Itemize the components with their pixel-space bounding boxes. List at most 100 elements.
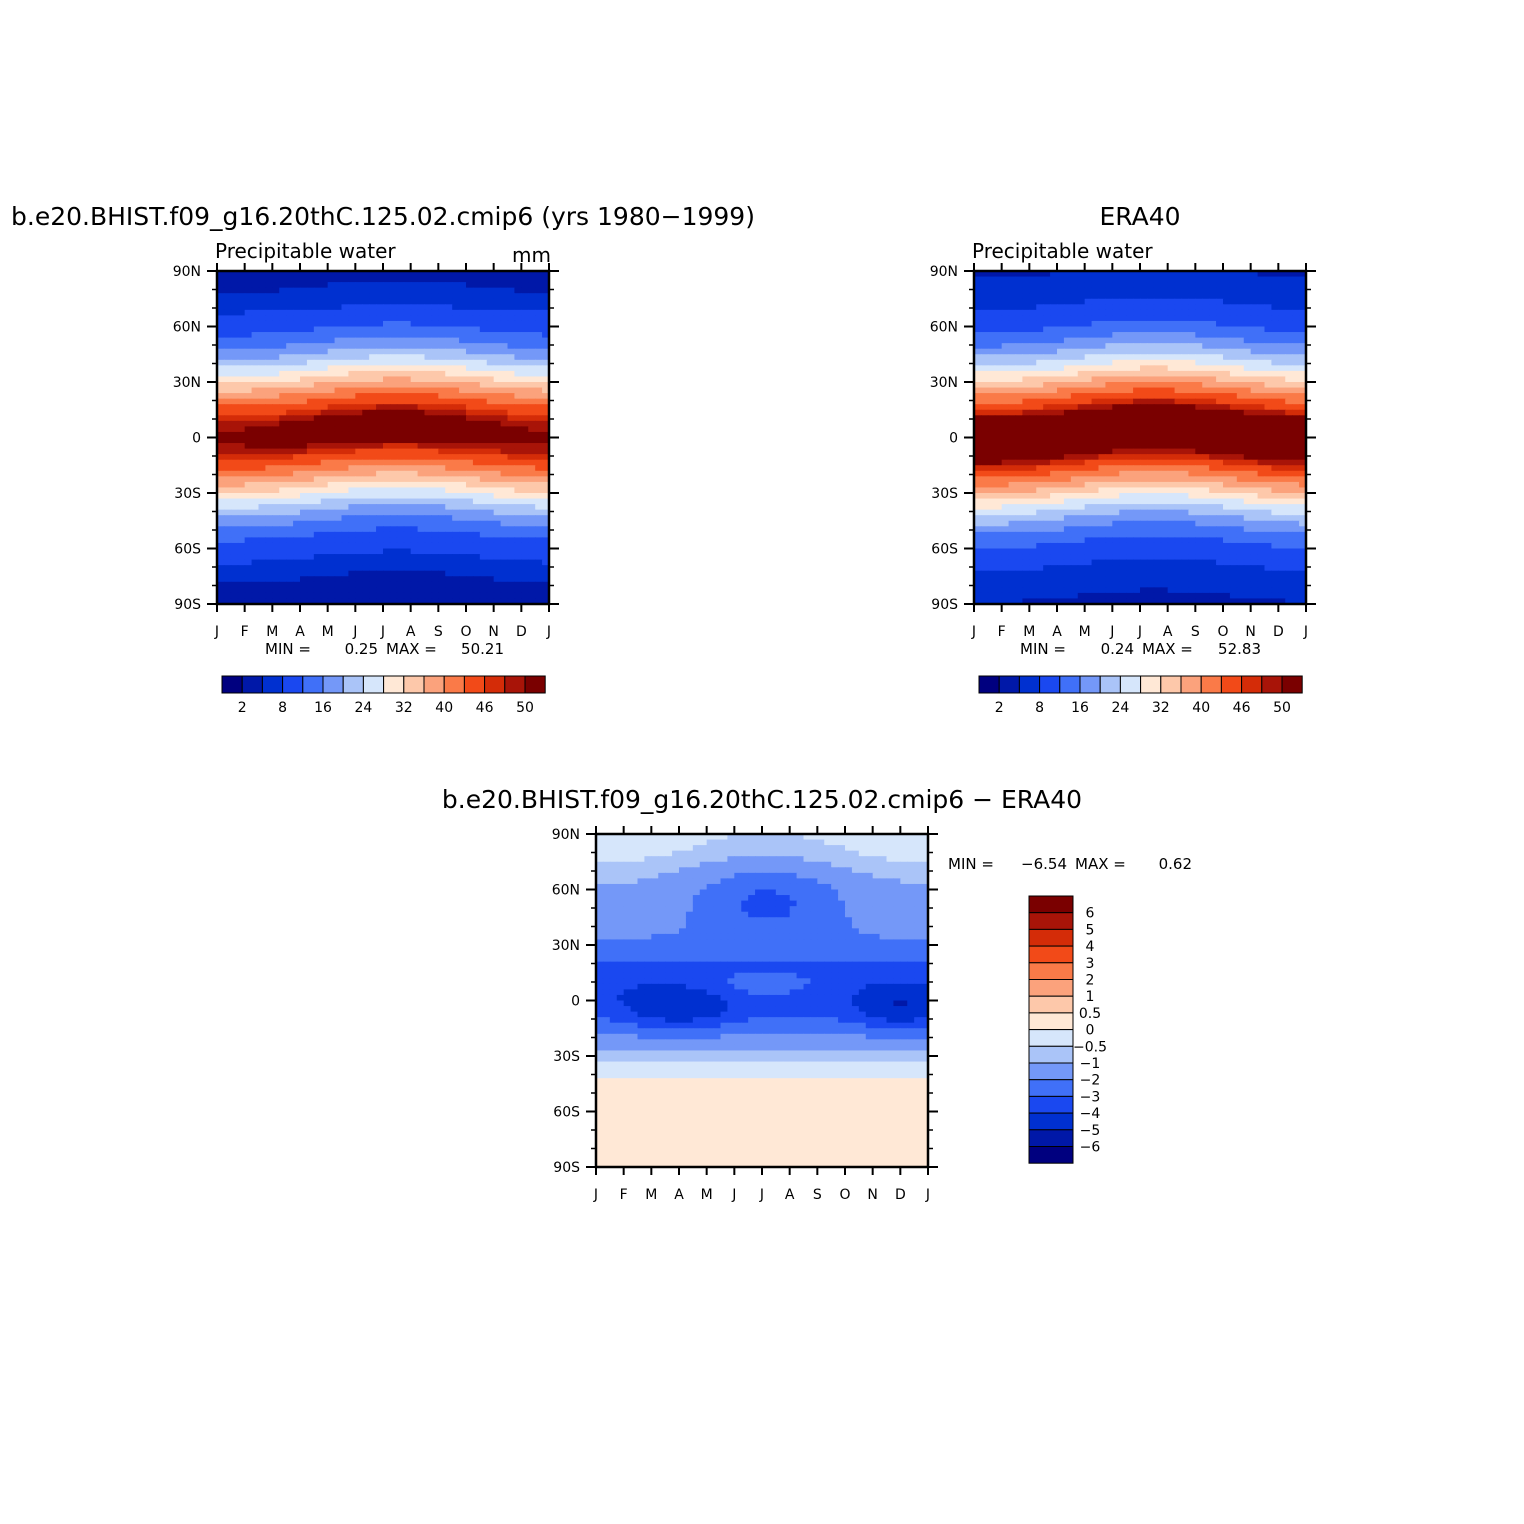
field-cell — [1098, 348, 1107, 355]
field-cell — [327, 276, 336, 283]
field-cell — [1146, 354, 1155, 361]
field-cell — [1181, 320, 1190, 328]
field-cell — [459, 287, 467, 294]
field-cell — [542, 443, 550, 450]
field-cell — [507, 448, 516, 455]
field-cell — [383, 554, 391, 561]
field-cell — [403, 282, 412, 289]
field-cell — [1036, 448, 1044, 455]
field-cell — [376, 592, 384, 600]
field-cell — [1057, 409, 1065, 416]
field-cell — [493, 531, 502, 538]
field-cell — [355, 287, 363, 294]
field-cell — [1202, 376, 1210, 383]
field-cell — [493, 382, 502, 389]
field-cell — [230, 531, 239, 538]
field-cell — [1112, 476, 1120, 483]
field-cell — [341, 437, 350, 444]
field-cell — [500, 320, 509, 328]
field-cell — [466, 343, 474, 350]
field-cell — [237, 581, 246, 588]
field-cell — [1167, 420, 1176, 427]
field-cell — [438, 443, 446, 450]
field-cell — [334, 487, 343, 494]
field-cell — [1174, 409, 1183, 416]
field-cell — [1105, 431, 1113, 439]
field-cell — [417, 309, 426, 316]
field-cell — [389, 570, 398, 577]
field-cell — [1140, 332, 1148, 339]
field-cell — [251, 315, 260, 322]
field-cell — [217, 298, 225, 305]
field-cell — [1243, 448, 1252, 455]
field-cell — [438, 465, 446, 472]
field-cell — [1209, 454, 1217, 461]
field-cell — [1015, 332, 1024, 339]
field-cell — [1015, 426, 1024, 433]
field-cell — [1250, 309, 1259, 316]
field-cell — [1174, 481, 1183, 489]
field-cell — [1098, 459, 1107, 466]
field-cell — [472, 320, 481, 328]
field-cell — [452, 326, 460, 333]
field-cell — [1050, 465, 1058, 472]
field-cell — [514, 498, 522, 505]
y-tick-label: 30S — [174, 486, 201, 502]
field-cell — [486, 298, 495, 305]
field-cell — [1153, 470, 1162, 477]
field-cell — [1257, 420, 1266, 427]
field-cell — [1084, 426, 1093, 433]
field-cell — [1216, 481, 1224, 489]
field-cell — [479, 559, 488, 566]
field-cell — [1077, 348, 1086, 355]
field-cell — [355, 271, 363, 278]
field-cell — [1216, 343, 1224, 350]
field — [974, 271, 1307, 605]
field-cell — [1243, 376, 1252, 383]
field-cell — [369, 526, 377, 533]
field-cell — [1292, 276, 1300, 283]
field-cell — [265, 443, 273, 450]
field-cell — [348, 370, 356, 378]
field-cell — [1036, 343, 1044, 350]
field-cell — [348, 498, 356, 505]
field-cell — [1029, 337, 1037, 344]
field-cell — [431, 293, 439, 300]
field-cell — [1188, 337, 1196, 344]
field-cell — [258, 365, 267, 372]
field-cell — [348, 337, 356, 344]
field-cell — [1029, 459, 1037, 466]
field-cell — [376, 309, 384, 316]
field-cell — [355, 554, 363, 561]
field-cell — [230, 309, 239, 316]
field-cell — [466, 465, 474, 472]
field-cell — [341, 343, 350, 350]
field-cell — [1015, 370, 1024, 378]
field-cell — [493, 581, 502, 588]
field-cell — [459, 493, 467, 500]
field-cell — [1243, 326, 1252, 333]
field-cell — [320, 504, 329, 511]
field-cell — [396, 498, 405, 505]
field-cell — [389, 481, 398, 489]
field-cell — [348, 509, 356, 516]
field-cell — [507, 581, 516, 588]
field-cell — [286, 592, 294, 600]
field-cell — [479, 365, 488, 372]
field-cell — [1050, 315, 1058, 322]
field-cell — [452, 393, 460, 400]
field-cell — [1160, 459, 1169, 466]
field-cell — [348, 387, 356, 394]
field-cell — [493, 481, 502, 489]
field-cell — [1243, 481, 1252, 489]
field-cell — [1119, 370, 1127, 378]
field-cell — [403, 359, 412, 366]
field-cell — [1084, 443, 1093, 450]
field-cell — [1271, 276, 1279, 283]
field-cell — [320, 354, 329, 361]
field-cell — [1119, 493, 1127, 500]
field-cell — [987, 293, 996, 300]
field-cell — [1008, 443, 1017, 450]
field-cell — [1070, 315, 1079, 322]
field-cell — [1243, 282, 1252, 289]
